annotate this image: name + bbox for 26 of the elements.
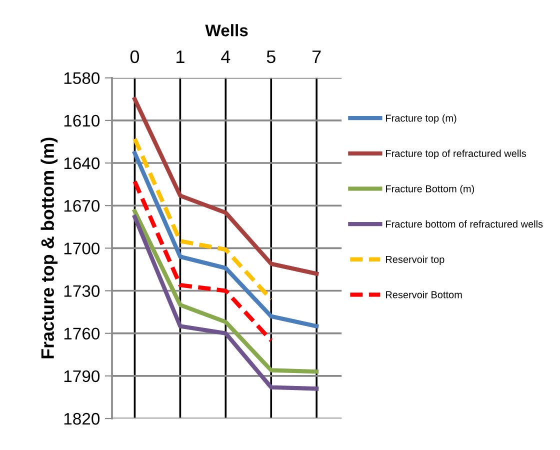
x-tick-label: 0 — [130, 50, 140, 64]
legend-label: Reservoir top — [386, 256, 444, 265]
line-series — [132, 179, 274, 343]
y-tick-label: 1580 — [64, 72, 100, 84]
legend-label: Fracture bottom of refractured wells — [386, 220, 543, 228]
line-series — [132, 97, 319, 276]
y-tick-label: 1640 — [64, 157, 100, 170]
y-tick-label: 1820 — [64, 412, 100, 425]
y-tick-label: 1670 — [64, 200, 100, 212]
x-tick-label: 5 — [266, 50, 276, 64]
x-tick-label: 7 — [312, 50, 321, 63]
y-tick-label: 1790 — [64, 370, 100, 382]
y-tick-label: 1610 — [64, 114, 100, 127]
legend-label: Fracture top of refractured wells — [386, 150, 526, 159]
y-axis-title: Fracture top & bottom (m) — [40, 138, 58, 358]
x-tick-label: 1 — [176, 50, 184, 63]
legend-label: Reservoir Bottom — [386, 290, 462, 298]
legend-label: Fracture Bottom (m) — [386, 184, 474, 194]
line-series — [132, 136, 274, 302]
chart-title: Wells — [205, 24, 248, 36]
y-tick-label: 1760 — [64, 328, 100, 340]
legend-label: Fracture top (m) — [386, 114, 456, 124]
y-tick-label: 1700 — [64, 242, 100, 254]
line-series — [132, 150, 319, 328]
x-tick-label: 4 — [221, 50, 230, 63]
y-tick-label: 1730 — [64, 285, 100, 297]
